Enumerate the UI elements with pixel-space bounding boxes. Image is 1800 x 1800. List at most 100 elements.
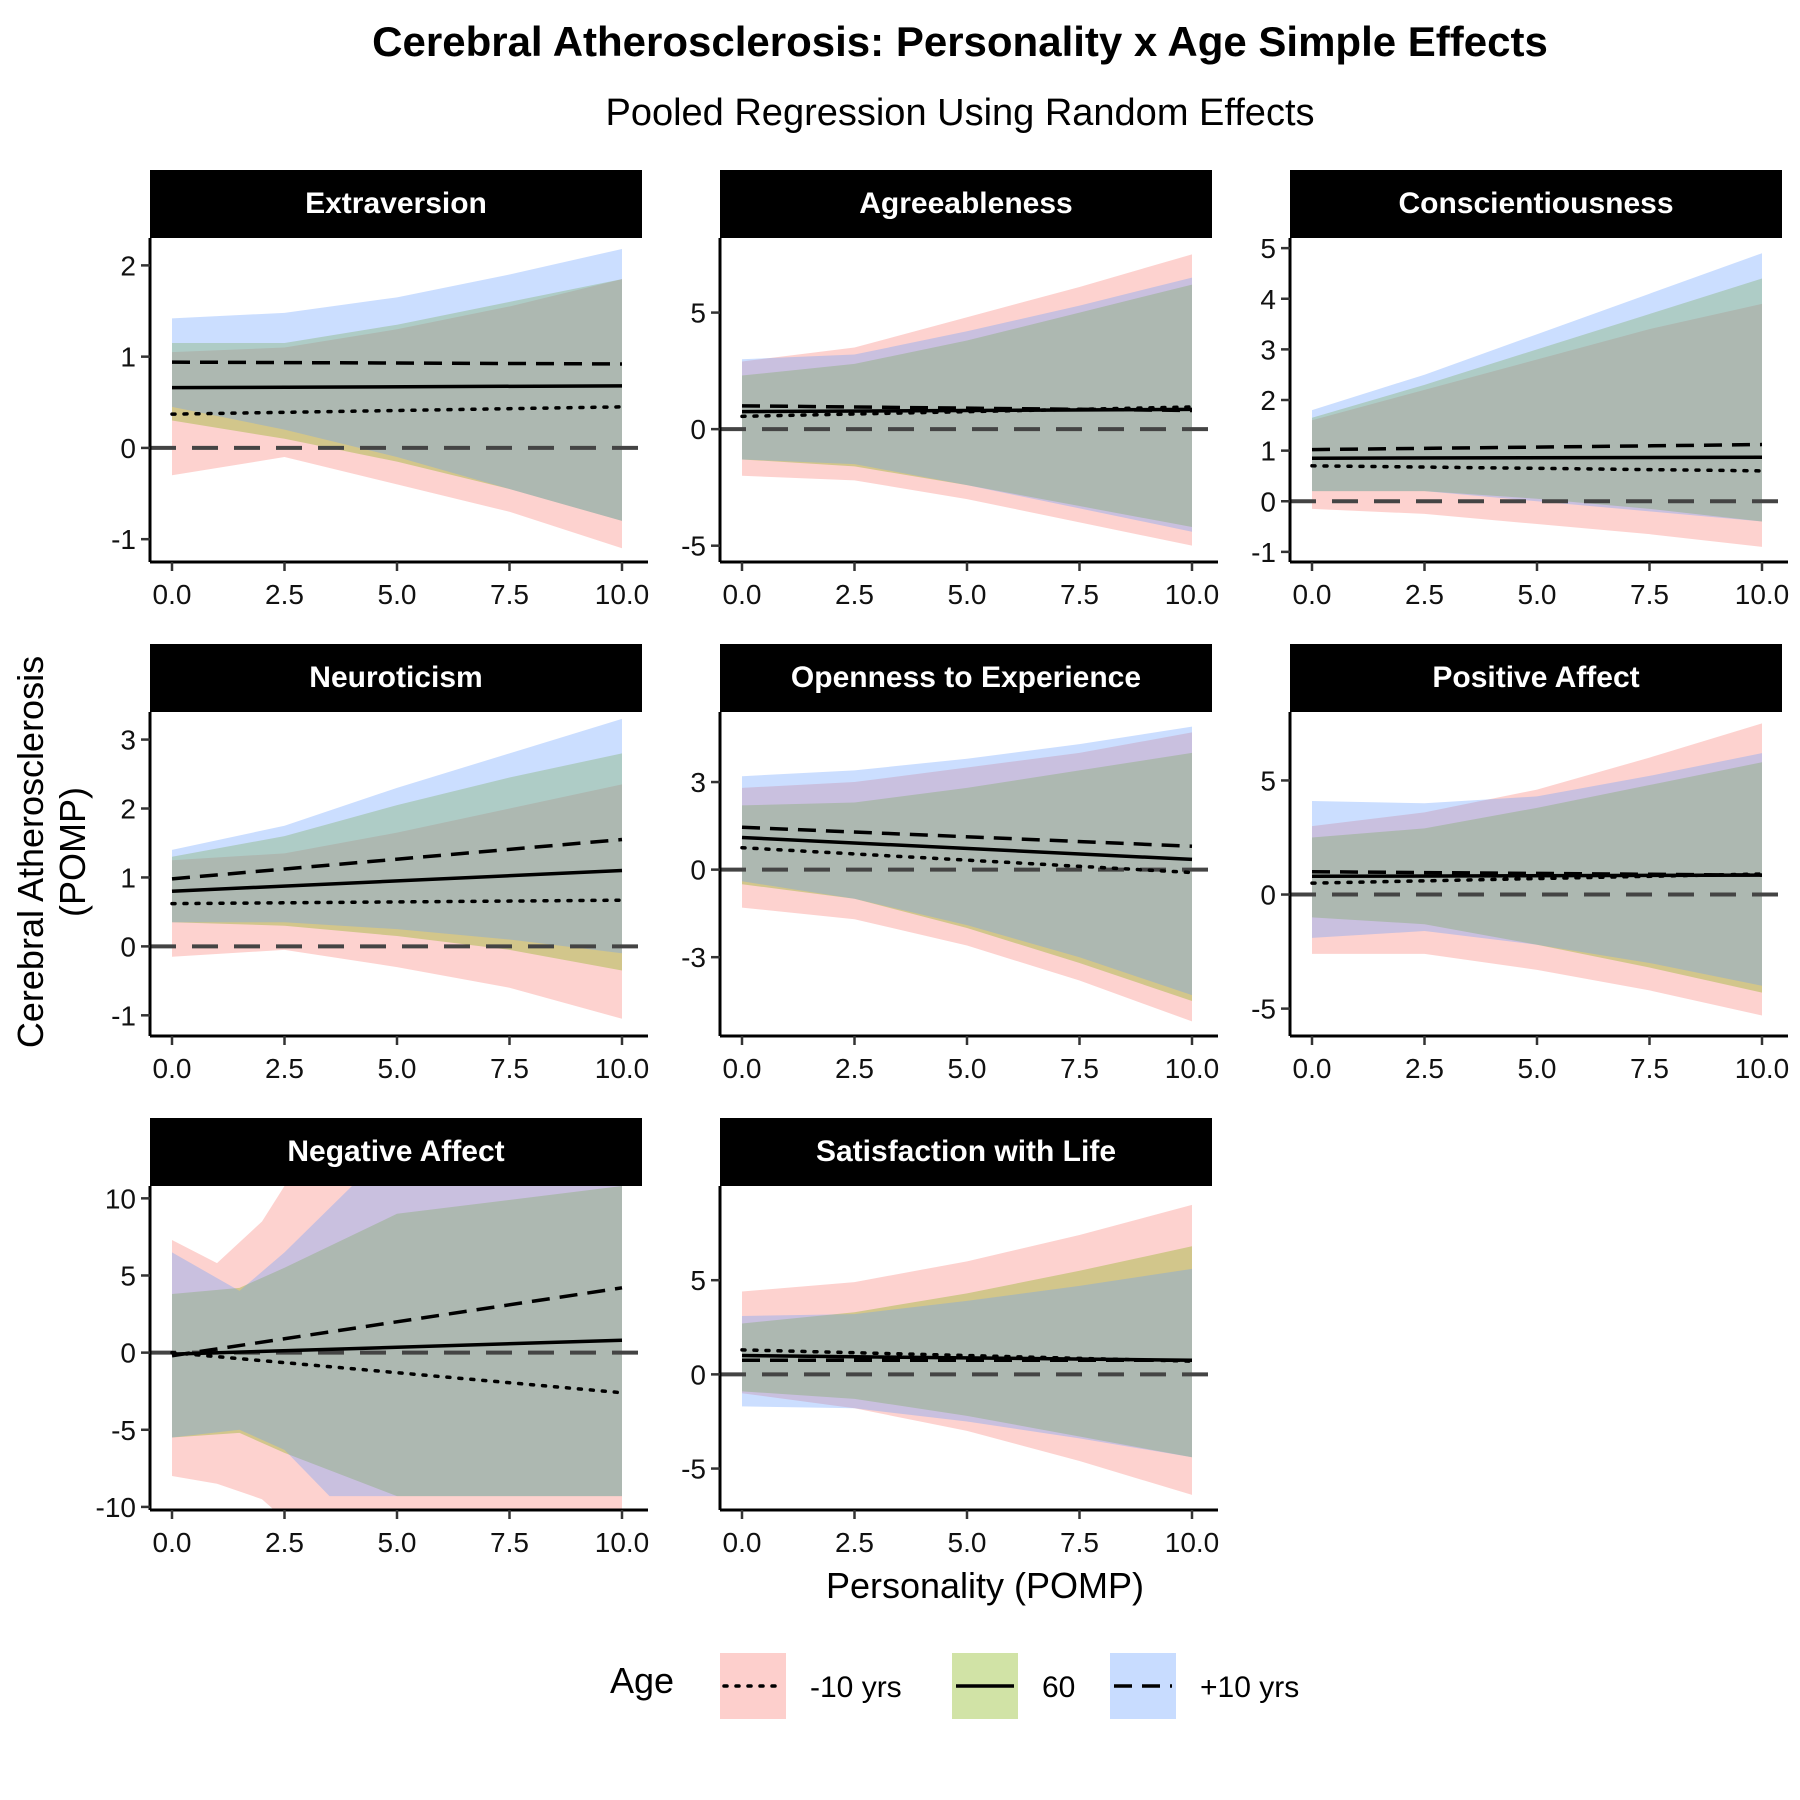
ribbon-+10 yrs: [172, 248, 622, 521]
x-tick-label: 2.5: [835, 1527, 874, 1558]
x-tick-label: 7.5: [1630, 1053, 1669, 1084]
line-60: [171, 384, 623, 390]
x-tick-label: 0.0: [723, 1053, 762, 1084]
legend-label: +10 yrs: [1200, 1671, 1299, 1704]
legend: -10 yrs 60 +10 yrs: [720, 1653, 1299, 1719]
ribbon-60: [742, 752, 1192, 1001]
y-tick-label: 3: [120, 725, 136, 756]
y-tick-label: -1: [111, 1000, 136, 1031]
line--10 yrs: [1310, 464, 1764, 473]
x-tick-label: 2.5: [265, 1053, 304, 1084]
x-tick-label: 7.5: [1060, 579, 1099, 610]
chart-title: Cerebral Atherosclerosis: Personality x …: [372, 18, 1548, 65]
x-tick-label: 10.0: [1165, 579, 1220, 610]
panel-negative-affect: -10 -5 0 5 10 0.0 2.5 5.0 7.5 10.0: [96, 1183, 650, 1558]
y-tick-label: -5: [681, 531, 706, 562]
x-tick-label: 7.5: [490, 1053, 529, 1084]
y-tick-label: -1: [111, 524, 136, 555]
strip-openness-to-experience: Openness to Experience: [720, 644, 1212, 712]
y-tick-label: 0: [690, 855, 706, 886]
y-tick-label: -1: [1251, 537, 1276, 568]
y-tick-label: 10: [105, 1183, 136, 1214]
x-tick-label: 5.0: [948, 1053, 987, 1084]
x-tick-label: 0.0: [723, 1527, 762, 1558]
x-tick-label: 10.0: [595, 1053, 650, 1084]
ribbon-60: [172, 753, 622, 971]
x-tick-label: 2.5: [265, 579, 304, 610]
x-tick-label: 10.0: [595, 579, 650, 610]
ribbon--10 yrs: [1312, 303, 1762, 547]
x-tick-label: 2.5: [835, 579, 874, 610]
line-+10 yrs: [1311, 869, 1763, 877]
x-tick-label: 0.0: [723, 579, 762, 610]
x-tick-label: 7.5: [1060, 1053, 1099, 1084]
y-tick-label: 1: [120, 862, 136, 893]
ribbon-60: [172, 1186, 622, 1497]
y-tick-label: 0: [120, 1338, 136, 1369]
y-tick-label: -10: [96, 1492, 136, 1523]
y-tick-label: 0: [690, 414, 706, 445]
ribbon-+10 yrs: [742, 1268, 1192, 1458]
strip-conscientiousness: Conscientiousness: [1290, 170, 1782, 238]
y-tick-label: 0: [120, 433, 136, 464]
panel-openness-to-experience: -3 0 3 0.0 2.5 5.0 7.5 10.0: [681, 712, 1219, 1084]
ribbon--10 yrs: [172, 784, 622, 1019]
line--10 yrs: [170, 898, 624, 906]
panel-positive-affect: -5 0 5 0.0 2.5 5.0 7.5 10.0: [1251, 712, 1789, 1084]
y-tick-label: 0: [120, 931, 136, 962]
x-tick-label: 10.0: [1165, 1527, 1220, 1558]
legend-title: Age: [610, 1660, 675, 1701]
x-tick-label: 5.0: [948, 1527, 987, 1558]
ribbon--10 yrs: [742, 732, 1192, 1022]
y-tick-label: 0: [690, 1359, 706, 1390]
y-tick-label: 0: [1260, 880, 1276, 911]
y-tick-label: 1: [120, 342, 136, 373]
line--10 yrs: [170, 1350, 624, 1395]
line-+10 yrs: [171, 837, 623, 881]
x-tick-label: 5.0: [378, 1527, 417, 1558]
ribbon-+10 yrs: [1312, 253, 1762, 522]
panel-neuroticism: -1 0 1 2 3 0.0 2.5 5.0 7.5 10.0: [111, 712, 649, 1084]
line-60: [1311, 873, 1763, 879]
line-60: [1311, 455, 1763, 460]
strip-satisfaction-with-life: Satisfaction with Life: [720, 1118, 1212, 1186]
x-tick-label: 0.0: [153, 579, 192, 610]
line-60: [741, 835, 1193, 862]
x-tick-label: 5.0: [378, 579, 417, 610]
y-tick-label: -5: [681, 1454, 706, 1485]
legend-label: -10 yrs: [810, 1671, 902, 1704]
x-tick-label: 10.0: [1735, 579, 1790, 610]
line-+10 yrs: [741, 404, 1193, 413]
y-tick-label: 4: [1260, 284, 1276, 315]
y-tick-label: -5: [1251, 994, 1276, 1025]
x-tick-label: 10.0: [1165, 1053, 1220, 1084]
x-tick-label: 7.5: [1630, 579, 1669, 610]
x-tick-label: 2.5: [835, 1053, 874, 1084]
line-+10 yrs: [171, 360, 623, 366]
x-tick-label: 7.5: [490, 1527, 529, 1558]
panel-conscientiousness: -1 0 1 2 3 4 5 0.0 2.5 5.0 7.5 10.0: [1251, 233, 1789, 610]
x-tick-label: 5.0: [378, 1053, 417, 1084]
y-tick-label: 0: [1260, 486, 1276, 517]
legend-item-solid: 60: [952, 1653, 1075, 1719]
x-tick-label: 2.5: [1405, 579, 1444, 610]
x-axis-label: Personality (POMP): [825, 1565, 1145, 1606]
line-+10 yrs: [1311, 442, 1763, 452]
x-tick-label: 5.0: [1518, 1053, 1557, 1084]
y-tick-label: 5: [120, 1260, 136, 1291]
ribbon--10 yrs: [172, 279, 622, 549]
ribbon-+10 yrs: [742, 726, 1192, 996]
y-tick-label: 5: [1260, 233, 1276, 264]
x-tick-label: 10.0: [595, 1527, 650, 1558]
y-tick-label: 5: [1260, 765, 1276, 796]
ribbon-+10 yrs: [742, 277, 1192, 532]
ribbon--10 yrs: [1312, 723, 1762, 1016]
y-tick-label: 1: [1260, 436, 1276, 467]
line--10 yrs: [740, 845, 1194, 875]
chart-subtitle: Pooled Regression Using Random Effects: [605, 92, 1315, 134]
strip-extraversion: Extraversion: [150, 170, 642, 238]
ribbon-+10 yrs: [1312, 753, 1762, 986]
x-tick-label: 2.5: [1405, 1053, 1444, 1084]
